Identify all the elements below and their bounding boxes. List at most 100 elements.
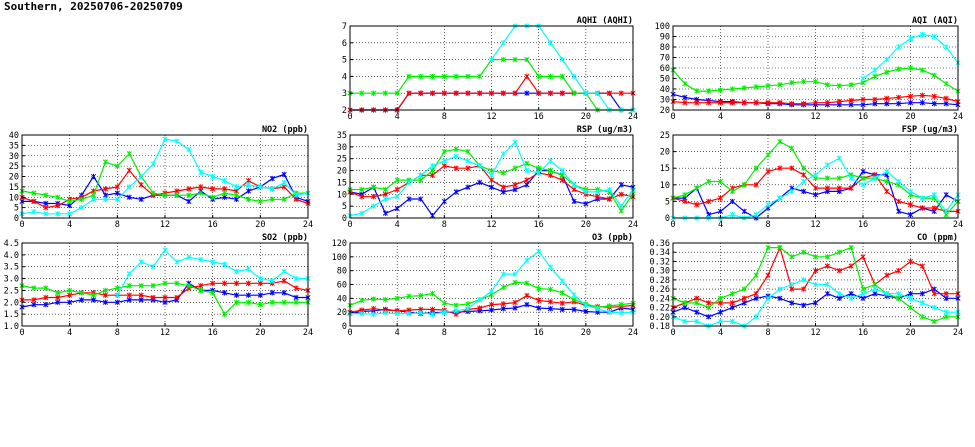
data-point (547, 299, 554, 305)
data-point (269, 196, 275, 202)
data-point (812, 254, 819, 260)
data-point (524, 301, 530, 308)
data-point (162, 136, 168, 142)
data-point (547, 73, 554, 80)
data-point (418, 90, 424, 96)
co-title: CO (ppm) (917, 233, 958, 243)
data-point (500, 151, 506, 157)
aqhi-panel: 0 4 8 12 16 20 24 2 3 4 5 6 7 AQHI (AQHI) (342, 16, 638, 122)
data-point (606, 309, 612, 315)
so2-panel: 0 4 8 12 16 20 24 1.0 1.5 2.0 2.53.0 3.5 4.0 4.5 SO2 (… (4, 233, 313, 338)
data-point (694, 309, 700, 315)
x-tick-label: 4 (395, 328, 400, 338)
data-point (907, 304, 914, 311)
data-point (536, 73, 542, 80)
data-point (198, 190, 204, 196)
data-point (269, 299, 275, 305)
data-point (919, 314, 925, 320)
y-tick-label: 30 (660, 96, 670, 106)
data-point (571, 292, 577, 298)
data-point (79, 196, 85, 202)
data-point (488, 301, 495, 308)
data-point (500, 90, 506, 96)
data-point (884, 56, 890, 63)
data-point (453, 146, 459, 152)
data-point (233, 268, 240, 275)
data-point (257, 302, 263, 308)
x-tick-label: 16 (534, 220, 544, 230)
data-point (860, 182, 866, 188)
x-tick-label: 20 (905, 220, 915, 230)
data-point (536, 90, 542, 96)
data-point (524, 257, 530, 263)
data-point (210, 259, 216, 265)
data-point (694, 100, 700, 106)
data-point (717, 87, 724, 93)
data-point (222, 178, 228, 184)
data-point (394, 205, 400, 212)
x-tick-label: 8 (765, 220, 770, 230)
y-tick-label: 0.18 (650, 322, 670, 332)
data-point (371, 306, 377, 312)
x-tick-label: 16 (208, 220, 218, 230)
x-tick-label: 16 (534, 112, 544, 122)
data-point (919, 31, 925, 38)
y-tick-label: 10 (337, 190, 347, 200)
data-point (55, 294, 61, 301)
y-tick-label: 2 (342, 106, 347, 116)
data-point (281, 180, 287, 186)
data-point (729, 212, 735, 218)
data-point (753, 182, 759, 188)
data-point (559, 300, 565, 306)
data-point (860, 75, 866, 82)
y-tick-label: 120 (332, 239, 347, 249)
data-point (90, 292, 97, 298)
y-tick-label: 100 (655, 22, 670, 32)
data-point (269, 290, 275, 296)
data-point (706, 300, 712, 306)
data-point (884, 95, 890, 102)
x-tick-label: 20 (581, 328, 591, 338)
data-point (488, 184, 495, 190)
data-point (394, 177, 400, 183)
data-point (488, 177, 495, 183)
data-point (293, 285, 299, 291)
data-point (394, 194, 400, 200)
y-tick-label: 0 (14, 214, 19, 224)
y-tick-label: 10 (9, 193, 19, 203)
data-point (162, 247, 168, 253)
data-point (418, 310, 424, 316)
data-point (465, 306, 471, 312)
data-point (741, 208, 747, 214)
data-point (102, 299, 108, 305)
data-point (789, 188, 795, 195)
data-point (406, 293, 412, 299)
x-tick-label: 12 (160, 328, 170, 338)
data-point (717, 295, 724, 301)
y-tick-label: 1.5 (4, 310, 19, 320)
data-point (872, 96, 878, 103)
data-point (233, 192, 240, 198)
data-point (536, 248, 542, 254)
x-tick-label: 24 (303, 328, 313, 338)
data-point (741, 286, 747, 292)
data-point (488, 307, 495, 313)
data-point (174, 138, 180, 144)
y-tick-label: 4 (342, 72, 347, 82)
data-point (801, 286, 807, 292)
y-tick-label: 7 (342, 22, 347, 32)
data-point (824, 254, 830, 260)
data-point (801, 277, 807, 283)
data-point (394, 186, 400, 193)
data-point (524, 177, 530, 183)
data-point (595, 189, 601, 195)
y-tick-label: 2.5 (4, 286, 19, 296)
data-point (359, 297, 365, 304)
data-point (777, 244, 783, 251)
data-point (257, 280, 263, 286)
x-tick-label: 20 (581, 220, 591, 230)
no2-series-3 (19, 151, 311, 205)
data-point (31, 285, 37, 291)
